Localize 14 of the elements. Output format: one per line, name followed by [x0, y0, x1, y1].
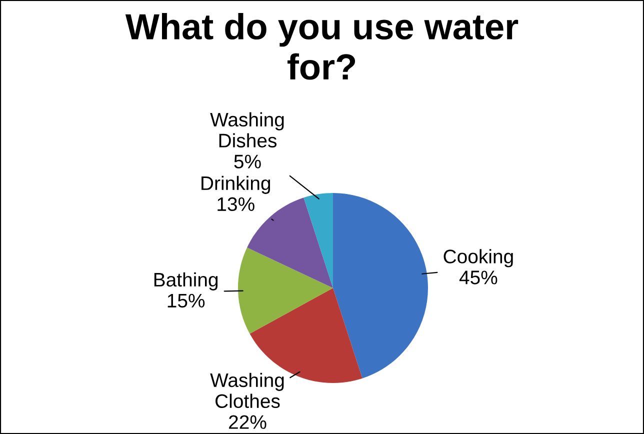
data-label: 22%	[229, 415, 266, 429]
pie-slice	[333, 193, 428, 378]
slice-label: Drinking	[202, 176, 270, 194]
pie-slice	[304, 193, 333, 288]
slice-label: Washing Dishes	[210, 112, 284, 148]
slice-label: Bathing	[154, 272, 218, 290]
slice-label: Washing Clothes	[210, 372, 284, 408]
pie-slice	[238, 248, 333, 334]
data-label: 13%	[218, 197, 254, 212]
data-label: 15%	[168, 294, 205, 308]
chart-title: What do you use water for?	[125, 13, 518, 80]
slice-label: Cooking	[444, 249, 513, 268]
data-label: 45%	[459, 270, 498, 284]
data-label: 5%	[234, 154, 261, 168]
